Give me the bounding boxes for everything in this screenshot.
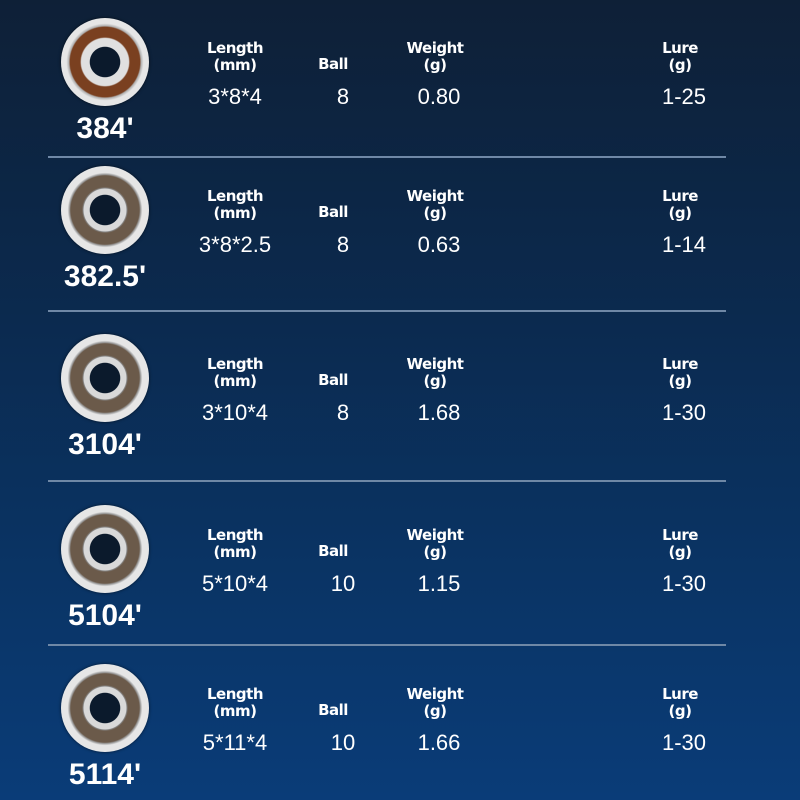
lure-header-label: Lure xyxy=(662,39,698,57)
divider xyxy=(48,480,726,482)
model-label: 382.5' xyxy=(63,260,147,293)
bearing-image xyxy=(61,334,149,422)
lure-header-label: Lure xyxy=(662,355,698,373)
ball-value: 10 xyxy=(330,571,356,596)
lure-unit: (g) xyxy=(668,56,692,74)
length-header: Length (mm) xyxy=(207,39,264,74)
length-header: Length (mm) xyxy=(207,355,264,390)
ball-header: Ball xyxy=(318,203,348,221)
weight-header-label: Weight xyxy=(406,526,464,544)
length-value: 5*11*4 xyxy=(202,730,268,755)
lure-header: Lure (g) xyxy=(662,40,698,74)
weight-value: 1.66 xyxy=(417,730,461,755)
weight-header: Weight (g) xyxy=(407,686,464,720)
lure-header: Lure (g) xyxy=(662,686,698,720)
divider xyxy=(48,310,726,312)
ball-header: Ball xyxy=(318,55,348,73)
weight-value: 1.15 xyxy=(417,571,461,596)
weight-header-label: Weight xyxy=(406,685,464,703)
length-header-label: Length xyxy=(207,39,264,57)
weight-unit: (g) xyxy=(423,702,447,720)
length-header-label: Length xyxy=(207,526,264,544)
length-header: Length (mm) xyxy=(207,526,264,561)
bearing-image xyxy=(61,505,149,593)
weight-value: 1.68 xyxy=(417,400,461,425)
length-header: Length (mm) xyxy=(207,685,264,720)
weight-value: 0.80 xyxy=(417,84,461,109)
lure-header-label: Lure xyxy=(662,685,698,703)
ball-header: Ball xyxy=(318,542,348,560)
lure-unit: (g) xyxy=(668,204,692,222)
bearing-image xyxy=(61,166,149,254)
length-header-label: Length xyxy=(207,355,264,373)
lure-value: 1-30 xyxy=(661,571,707,596)
length-value: 3*10*4 xyxy=(201,400,269,425)
length-header-label: Length xyxy=(207,685,264,703)
divider xyxy=(48,644,726,646)
length-unit: (mm) xyxy=(213,204,257,222)
lure-header-label: Lure xyxy=(662,187,698,205)
lure-value: 1-30 xyxy=(661,730,707,755)
lure-unit: (g) xyxy=(668,372,692,390)
length-unit: (mm) xyxy=(213,372,257,390)
weight-unit: (g) xyxy=(423,543,447,561)
weight-header-label: Weight xyxy=(406,355,464,373)
weight-unit: (g) xyxy=(423,56,447,74)
model-label: 384' xyxy=(76,112,134,145)
ball-value: 8 xyxy=(336,84,350,109)
length-value: 3*8*2.5 xyxy=(198,232,272,257)
lure-header: Lure (g) xyxy=(662,188,698,222)
lure-header: Lure (g) xyxy=(662,527,698,561)
length-unit: (mm) xyxy=(213,543,257,561)
weight-header: Weight (g) xyxy=(407,527,464,561)
weight-header: Weight (g) xyxy=(407,356,464,390)
ball-header: Ball xyxy=(318,371,348,389)
length-unit: (mm) xyxy=(213,56,257,74)
model-label: 3104' xyxy=(68,428,142,461)
length-header-label: Length xyxy=(207,187,264,205)
bearing-image xyxy=(61,18,149,106)
bearing-image xyxy=(61,664,149,752)
weight-value: 0.63 xyxy=(417,232,461,257)
length-value: 5*10*4 xyxy=(201,571,269,596)
model-label: 5104' xyxy=(68,599,142,632)
lure-value: 1-14 xyxy=(661,232,707,257)
ball-value: 10 xyxy=(330,730,356,755)
lure-value: 1-25 xyxy=(661,84,707,109)
weight-header: Weight (g) xyxy=(407,40,464,74)
length-value: 3*8*4 xyxy=(208,84,262,109)
ball-value: 8 xyxy=(336,400,350,425)
ball-value: 8 xyxy=(336,232,350,257)
weight-header: Weight (g) xyxy=(407,188,464,222)
weight-header-label: Weight xyxy=(406,39,464,57)
lure-header-label: Lure xyxy=(662,526,698,544)
weight-unit: (g) xyxy=(423,372,447,390)
length-header: Length (mm) xyxy=(207,187,264,222)
ball-header: Ball xyxy=(318,701,348,719)
model-label: 5114' xyxy=(68,758,142,791)
weight-header-label: Weight xyxy=(406,187,464,205)
lure-header: Lure (g) xyxy=(662,356,698,390)
weight-unit: (g) xyxy=(423,204,447,222)
divider xyxy=(48,156,726,158)
lure-unit: (g) xyxy=(668,543,692,561)
lure-unit: (g) xyxy=(668,702,692,720)
length-unit: (mm) xyxy=(213,702,257,720)
lure-value: 1-30 xyxy=(661,400,707,425)
